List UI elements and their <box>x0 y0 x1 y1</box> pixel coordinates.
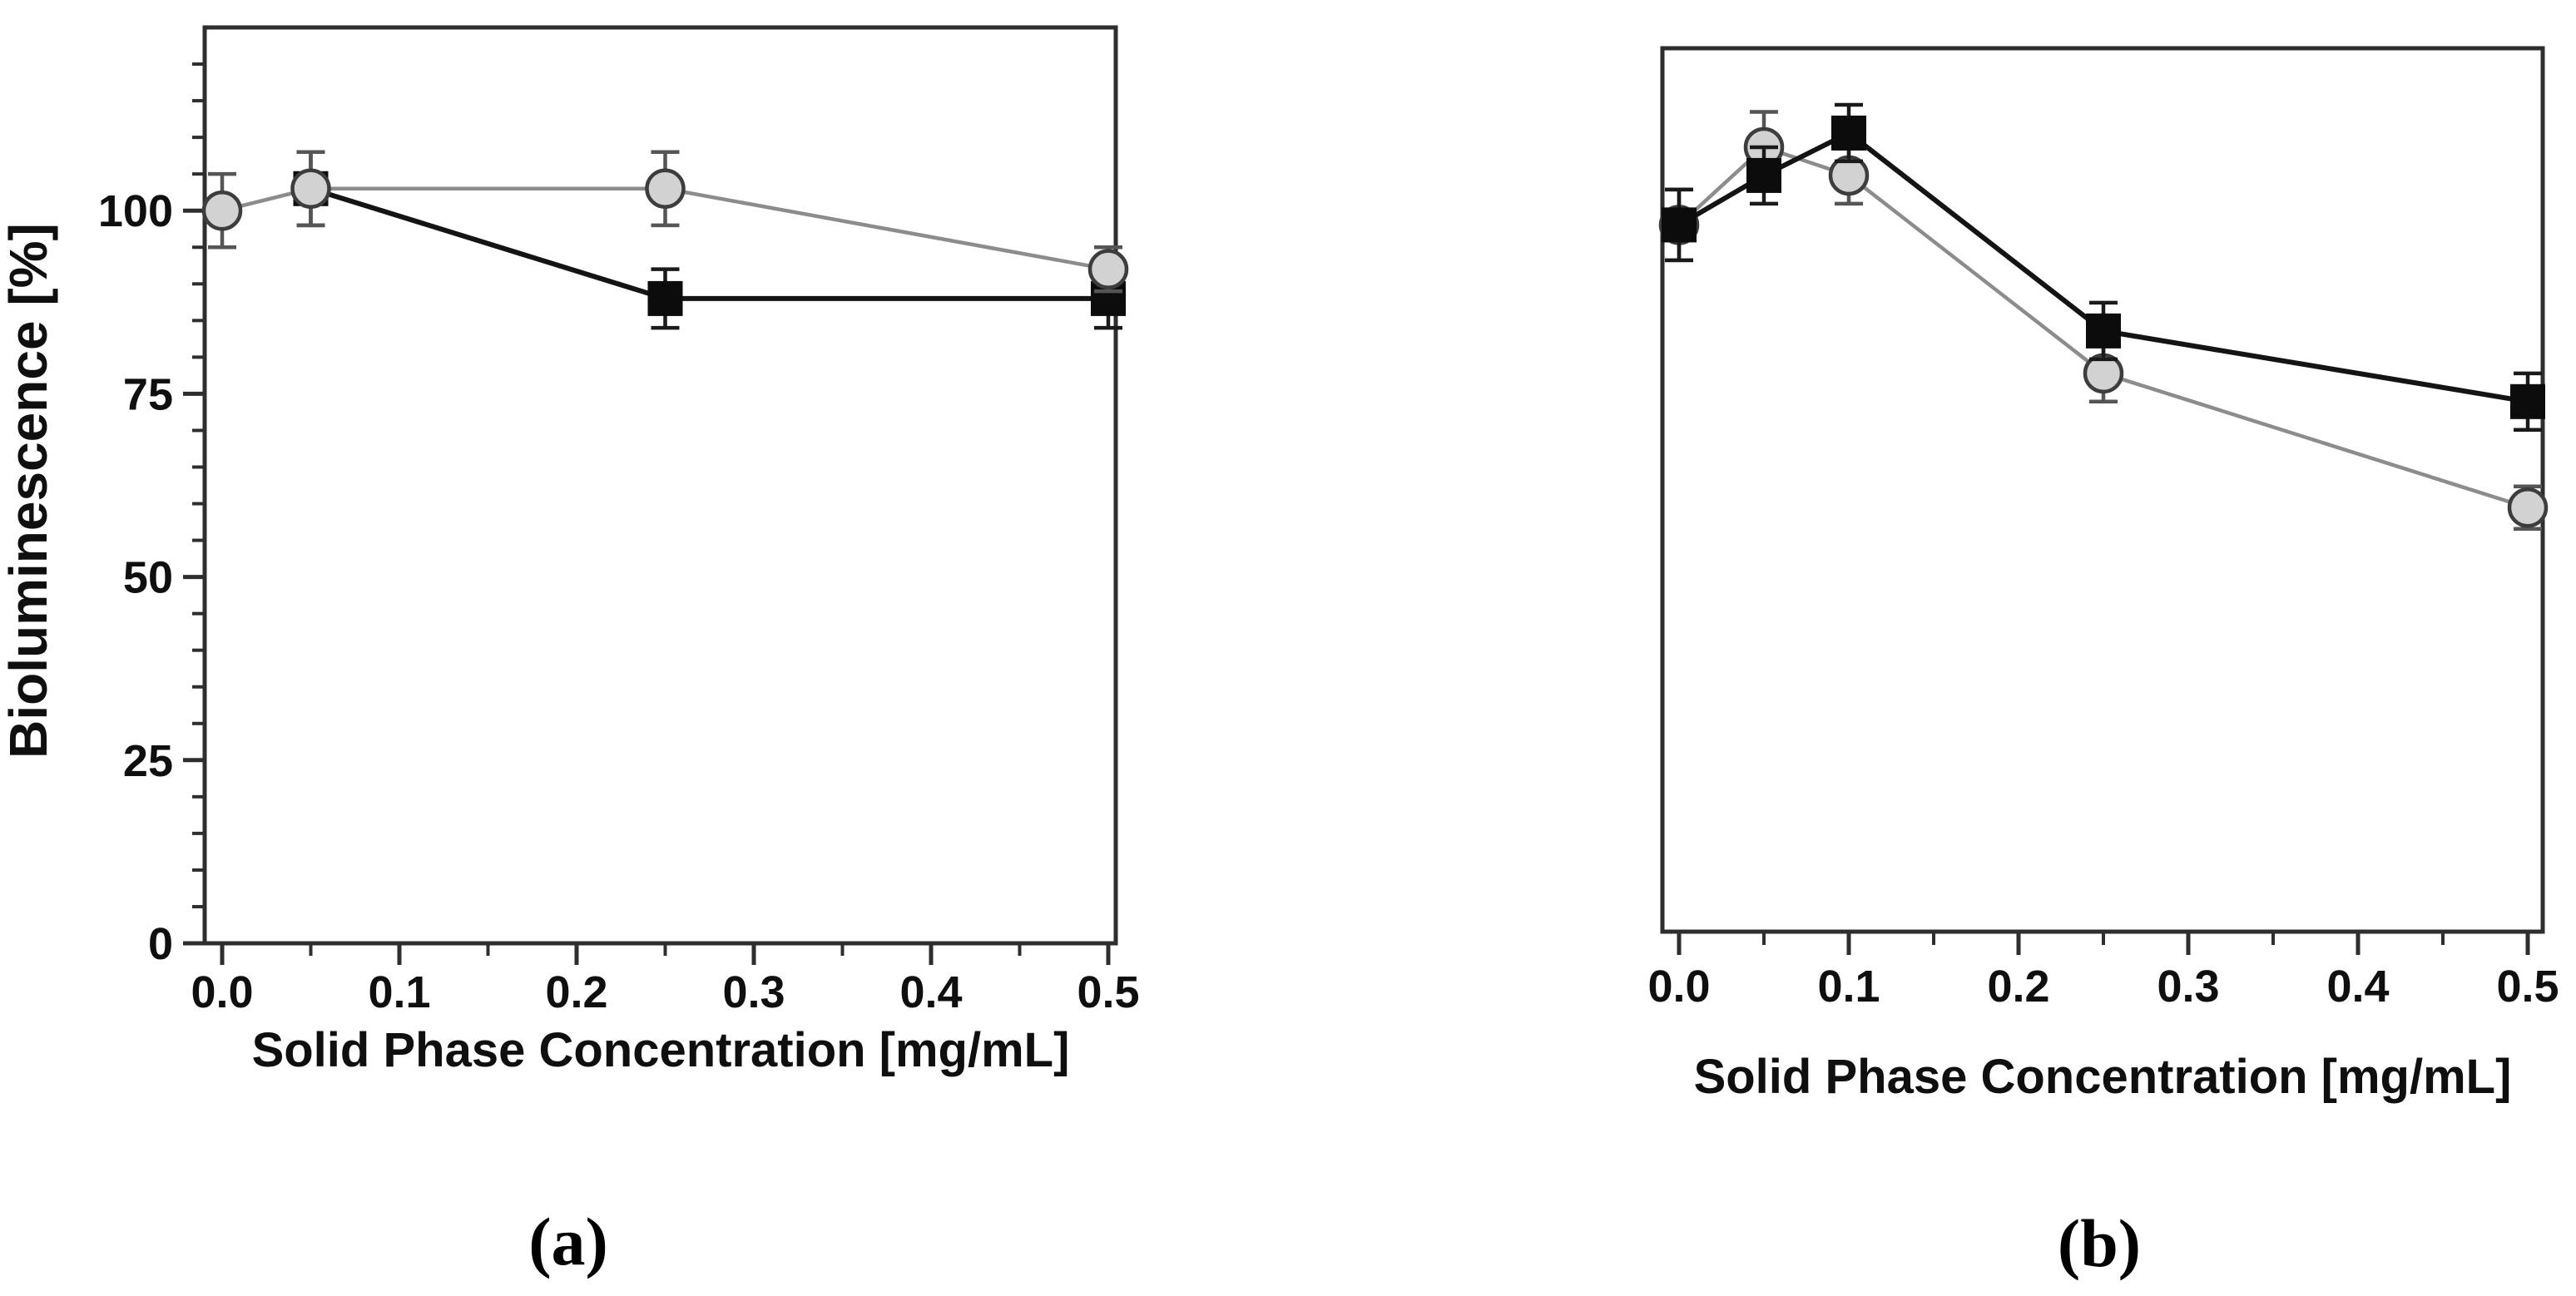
x-tick-label: 0.3 <box>2157 962 2219 1012</box>
panel-border <box>1660 46 2545 934</box>
x-tick-label: 0.3 <box>722 967 785 1017</box>
x-tick-label: 0.5 <box>1077 967 1139 1017</box>
x-tick-label: 0.1 <box>1817 962 1880 1012</box>
x-axis-title-a: Solid Phase Concentration [mg/mL] <box>252 1023 1070 1077</box>
marker-square <box>647 280 683 316</box>
y-tick-label: 25 <box>123 736 173 786</box>
x-tick-label: 0.1 <box>368 967 430 1017</box>
chart-panel-a: 0.0 0.1 0.2 0.3 0.4 0.5 0 25 50 75 100 <box>98 25 1140 1017</box>
x-tick-label: 0.5 <box>2496 962 2559 1012</box>
x-tick-label: 0.4 <box>899 967 962 1017</box>
x-tick-label: 0.0 <box>191 967 253 1017</box>
x-tick-label: 0.4 <box>2326 962 2389 1012</box>
caption-b: (b) <box>2058 1205 2141 1281</box>
chart-panel-b: 0.0 0.1 0.2 0.3 0.4 0.5 <box>1647 46 2559 1012</box>
marker-circle <box>201 190 243 231</box>
series-line-black-squares <box>310 185 1108 301</box>
marker-square <box>1662 207 1697 243</box>
y-axis-title-a: Bioluminescence [%] <box>0 223 58 759</box>
x-tick-label: 0.0 <box>1647 962 1710 1012</box>
y-tick-label: 75 <box>123 369 173 419</box>
panel-border <box>202 25 1118 946</box>
x-tick-label: 0.2 <box>1987 962 2049 1012</box>
y-tick-label: 0 <box>148 919 173 969</box>
marker-circle <box>2507 487 2549 528</box>
marker-circle <box>290 168 331 210</box>
series-line-gray-circles <box>221 186 1109 271</box>
x-tick-label: 0.2 <box>545 967 607 1017</box>
x-axis-title-b: Solid Phase Concentration [mg/mL] <box>1694 1050 2512 1104</box>
marker-square <box>2510 383 2545 419</box>
y-tick-label: 50 <box>123 553 173 603</box>
marker-circle <box>645 168 686 210</box>
caption-a: (a) <box>528 1204 608 1279</box>
marker-circle <box>1087 249 1129 289</box>
marker-square <box>1831 115 1866 151</box>
y-tick-label: 100 <box>98 186 173 236</box>
marker-square <box>1746 157 1781 193</box>
marker-square <box>2086 313 2121 349</box>
